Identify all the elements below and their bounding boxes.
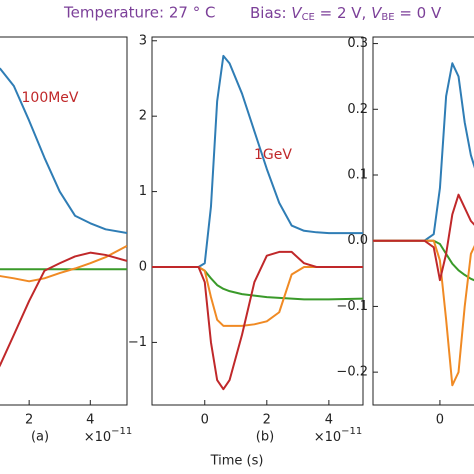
curve [373,62,474,242]
offset-exponent: −11 [111,426,132,437]
curve [0,245,127,283]
bias-text: = 2 V, [315,4,371,22]
x-tick-label: 4 [325,413,333,428]
annotation: 100MeV [22,90,79,106]
curve [152,54,363,268]
plot-area [0,67,127,368]
offset-exponent: −11 [341,426,362,437]
x-offset-label: ×10−11 [314,426,363,445]
curve [373,239,474,387]
y-tick-label: 3 [139,33,147,48]
bias-text: V [371,4,383,22]
x-tick-label: 4 [86,413,94,428]
bias-text: Bias: [250,4,291,22]
panel-label: (a) [31,430,49,445]
plot-frame [151,36,364,406]
y-tick-label: 2 [139,109,147,124]
x-tick-label: 0 [436,413,444,428]
y-tick-label: 0.0 [347,233,368,248]
x-tick-label: 2 [263,413,271,428]
y-tick-label: 0.3 [347,36,368,51]
curve [0,268,127,271]
curve [152,250,363,391]
x-tick-label: 0 [201,413,209,428]
x-offset-label: ×10−11 [84,426,133,445]
y-tick-label: 1 [139,184,147,199]
curve [373,239,474,282]
curve [152,266,363,301]
y-tick-label: −0.1 [336,299,368,314]
bias-subscript: CE [302,12,315,23]
plot-area [152,54,363,391]
bias-subscript: BE [381,12,394,23]
x-tick-label: 2 [25,413,33,428]
curve [0,67,127,235]
offset-base: ×10 [84,430,111,445]
y-tick-label: −0.2 [336,365,368,380]
curve [152,266,363,327]
plot-frame [372,36,474,406]
bias-label: Bias: VCE = 2 V, VBE = 0 V [250,4,442,24]
plot-area [373,62,474,387]
bias-text: = 0 V [395,4,442,22]
y-tick-label: 0.2 [347,102,368,117]
y-tick-label: 0 [139,260,147,275]
curve [373,193,474,282]
plot-frame [0,36,128,406]
y-tick-label: −1 [128,335,147,350]
offset-base: ×10 [314,430,341,445]
x-axis-label: Time (s) [210,454,264,469]
panel-label: (b) [256,430,274,445]
temperature-label: Temperature: 27 ° C [63,4,215,22]
y-tick-label: 0.1 [347,168,368,183]
curve [0,251,127,368]
bias-text: V [291,4,303,22]
annotation: 1GeV [254,147,292,163]
